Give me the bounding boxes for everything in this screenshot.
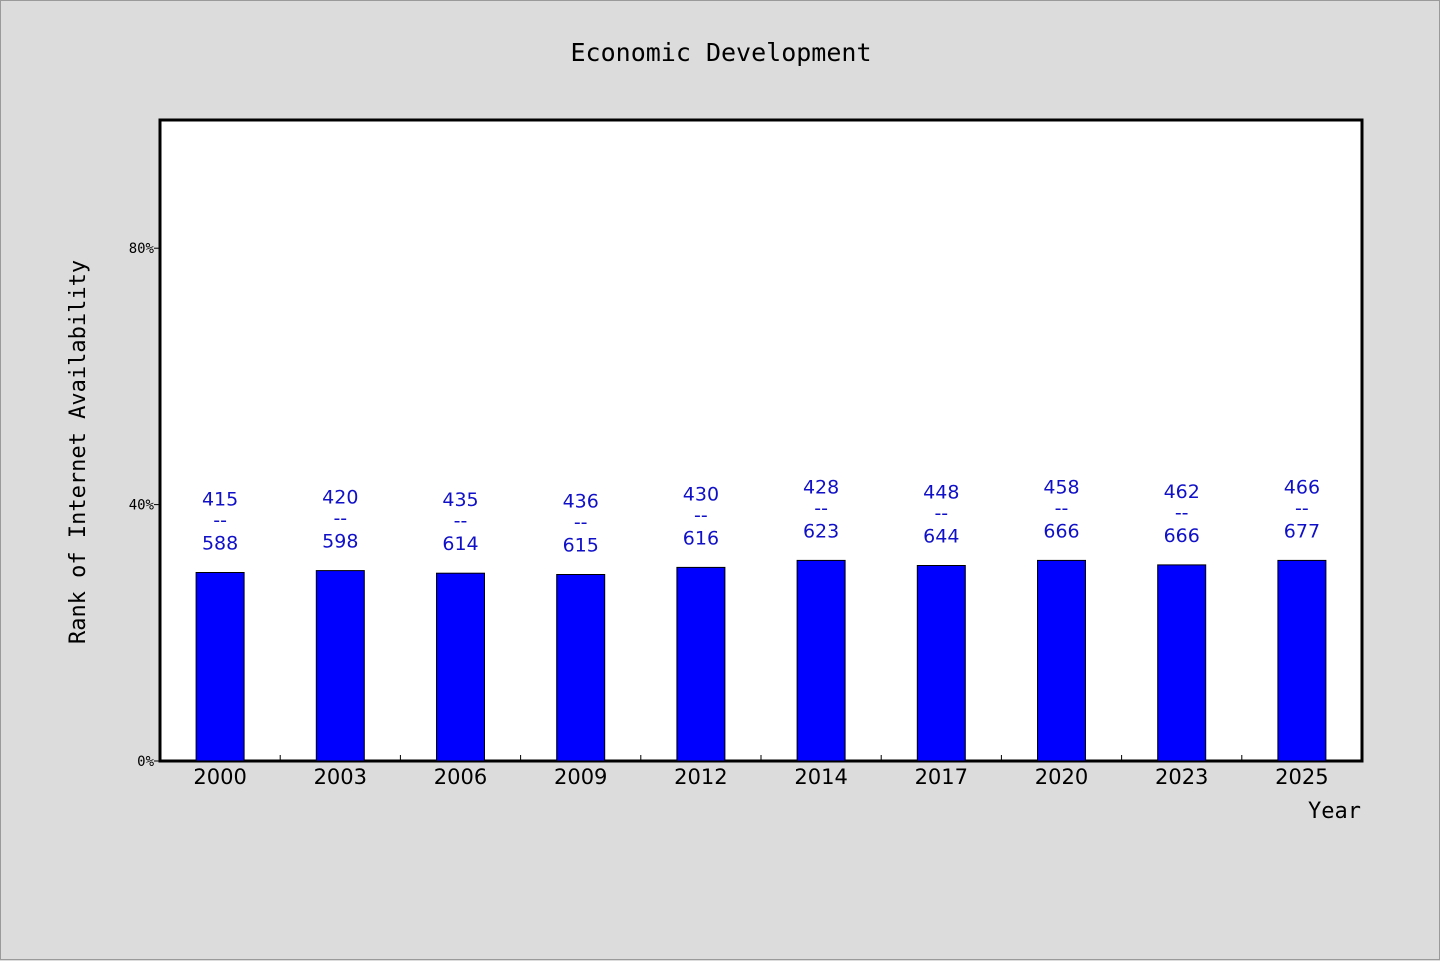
bar-2023 <box>1157 564 1207 762</box>
data-label-top-2017: 448 <box>923 482 959 504</box>
data-label-sep-2012: -- <box>694 504 708 526</box>
data-label-top-2023: 462 <box>1164 481 1200 503</box>
data-label-bottom-2020: 666 <box>1043 520 1079 542</box>
bars-group <box>195 559 1327 762</box>
data-label-bottom-2023: 666 <box>1164 525 1200 547</box>
y-tick-label-80: 80% <box>129 241 155 257</box>
x-tick-label-2000: 2000 <box>193 765 246 789</box>
data-label-top-2003: 420 <box>322 487 358 509</box>
y-axis-label: Rank of Internet Availability <box>66 260 91 644</box>
data-label-sep-2023: -- <box>1175 502 1189 524</box>
data-label-bottom-2006: 614 <box>442 533 478 555</box>
y-tick-label-40: 40% <box>129 498 155 514</box>
x-axis: 2000 2003 2006 2009 2012 2014 2017 2020 2023 2025 <box>193 755 1329 789</box>
x-tick-label-2017: 2017 <box>915 765 968 789</box>
data-label-bottom-2014: 623 <box>803 520 839 542</box>
bar-2020 <box>1037 559 1086 762</box>
y-tick-label-0: 0% <box>137 754 154 770</box>
bar-2017 <box>916 565 966 762</box>
data-label-bottom-2012: 616 <box>683 527 719 549</box>
x-tick-label-2014: 2014 <box>794 765 847 789</box>
data-label-sep-2017: -- <box>934 503 948 525</box>
bar-2003 <box>315 570 365 762</box>
x-tick-label-2020: 2020 <box>1035 765 1088 789</box>
data-label-sep-2003: -- <box>333 508 347 530</box>
data-label-bottom-2009: 615 <box>563 535 599 557</box>
bar-2009 <box>556 574 606 762</box>
x-tick-label-2023: 2023 <box>1155 765 1208 789</box>
data-label-bottom-2000: 588 <box>202 533 238 555</box>
data-label-top-2020: 458 <box>1043 476 1079 498</box>
x-axis-label: Year <box>1308 799 1361 824</box>
data-labels-group: 415--588420--598435--614436--615430--616… <box>202 476 1320 556</box>
data-label-sep-2009: -- <box>574 512 588 534</box>
x-tick-label-2003: 2003 <box>314 765 367 789</box>
data-label-top-2006: 435 <box>442 489 478 511</box>
y-axis: 0% 40% 80% <box>129 241 160 770</box>
data-label-top-2012: 430 <box>683 483 719 505</box>
bar-2025 <box>1277 559 1327 762</box>
data-label-sep-2025: -- <box>1295 497 1309 519</box>
bar-2000 <box>195 572 245 762</box>
data-label-sep-2014: -- <box>814 497 828 519</box>
data-label-top-2009: 436 <box>563 491 599 513</box>
x-tick-label-2006: 2006 <box>434 765 487 789</box>
data-label-bottom-2025: 677 <box>1284 520 1320 542</box>
data-label-sep-2006: -- <box>454 510 468 532</box>
data-label-sep-2000: -- <box>213 510 227 532</box>
data-label-bottom-2017: 644 <box>923 526 959 548</box>
x-tick-label-2009: 2009 <box>554 765 607 789</box>
bar-2012 <box>676 566 726 762</box>
data-label-top-2025: 466 <box>1284 476 1320 498</box>
chart-title: Economic Development <box>570 38 871 67</box>
x-tick-label-2012: 2012 <box>674 765 727 789</box>
data-label-bottom-2003: 598 <box>322 531 358 553</box>
bar-2006 <box>436 572 485 762</box>
data-label-top-2000: 415 <box>202 489 238 511</box>
x-tick-label-2025: 2025 <box>1275 765 1328 789</box>
bar-2014 <box>796 559 846 762</box>
data-label-sep-2020: -- <box>1055 497 1069 519</box>
data-label-top-2014: 428 <box>803 476 839 498</box>
